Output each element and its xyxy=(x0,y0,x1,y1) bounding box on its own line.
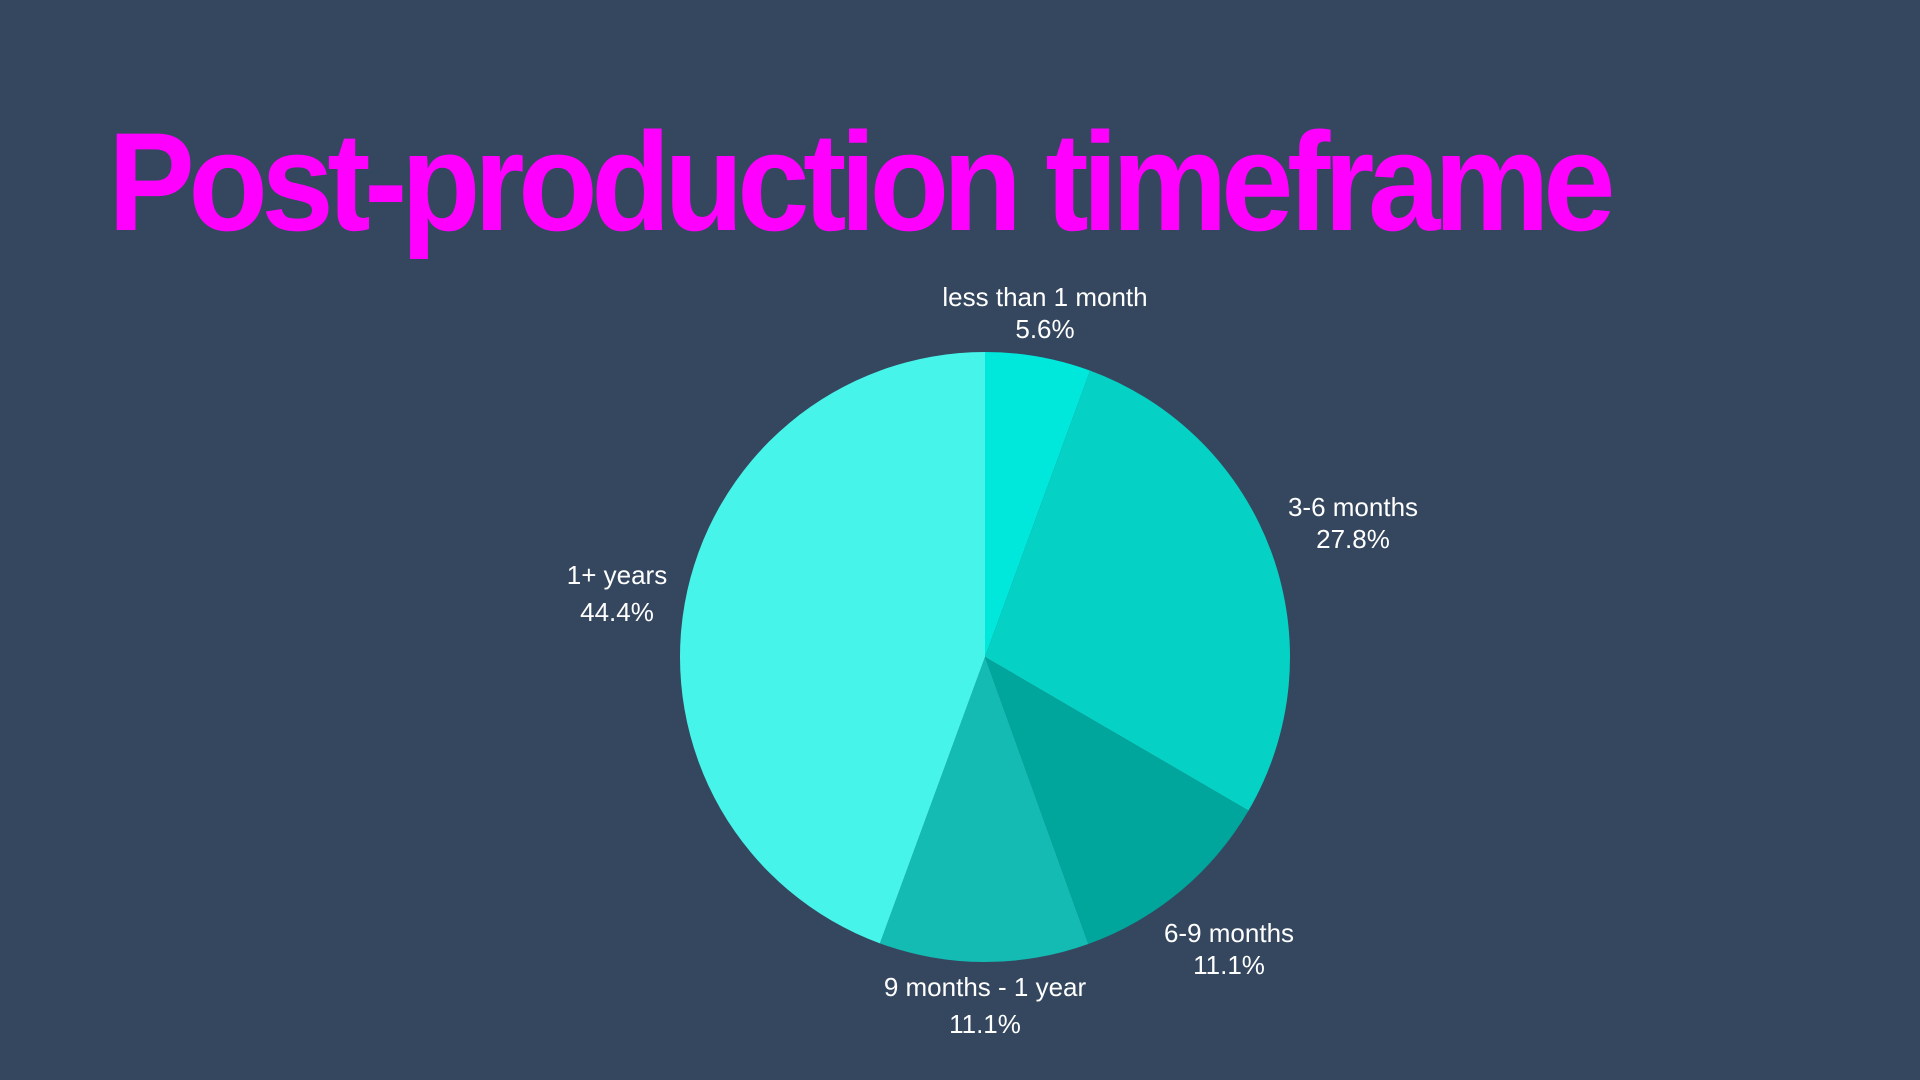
slide-title: Post-production timeframe xyxy=(108,103,1616,260)
slice-label-less-than-1-month: less than 1 month 5.6% xyxy=(942,281,1147,345)
slice-label-1-plus-years: 1+ years 44.4% xyxy=(567,557,667,631)
pie-slice-6-9-months xyxy=(985,657,1249,944)
pie-slice-1-years xyxy=(679,352,985,944)
slice-label-value: 11.1% xyxy=(1193,950,1265,980)
slice-label-name: 3-6 months xyxy=(1287,492,1419,522)
slice-label-name: less than 1 month xyxy=(942,282,1148,312)
slice-label-value: 27.8% xyxy=(1316,524,1390,554)
slice-label-value: 5.6% xyxy=(1015,314,1075,344)
pie-slice-9-months-1-year xyxy=(879,657,1089,963)
slice-label-9-months-1-year: 9 months - 1 year 11.1% xyxy=(884,969,1086,1043)
slice-label-name: 1+ years xyxy=(566,560,668,590)
slice-label-3-6-months: 3-6 months 27.8% xyxy=(1288,491,1418,555)
pie-slice-3-6-months xyxy=(985,370,1290,811)
slice-label-name: 6-9 months xyxy=(1163,918,1295,948)
slice-label-6-9-months: 6-9 months 11.1% xyxy=(1164,917,1294,981)
pie-slice-less-than-1-month xyxy=(985,352,1091,657)
slice-label-value: 44.4% xyxy=(580,597,654,627)
slice-label-value: 11.1% xyxy=(949,1009,1021,1039)
slice-label-name: 9 months - 1 year xyxy=(883,972,1087,1002)
